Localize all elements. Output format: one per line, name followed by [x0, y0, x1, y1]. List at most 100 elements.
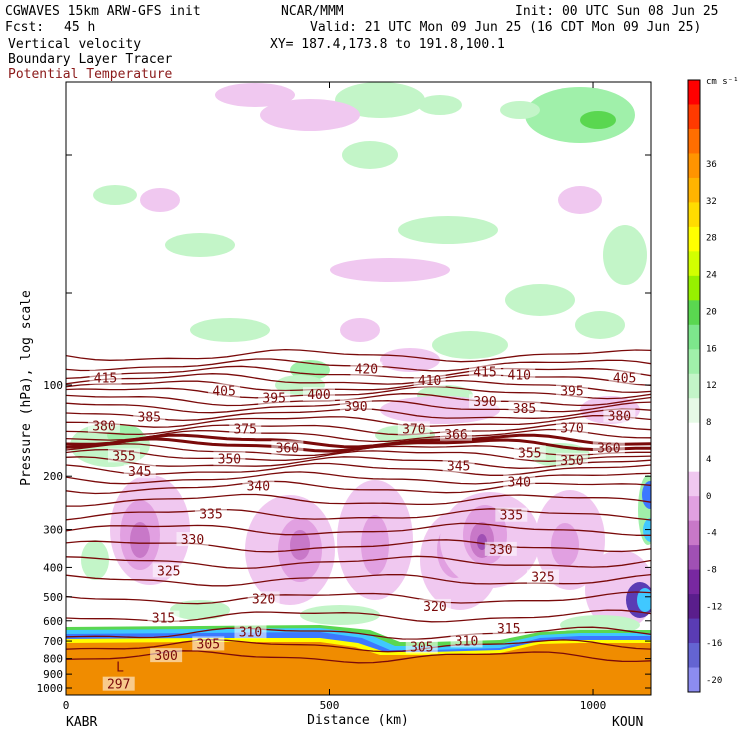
- colorbar-segment: [688, 398, 700, 424]
- isentrope-label-bg: [176, 532, 209, 547]
- colorbar-frame: [687, 79, 701, 693]
- isentrope-label: 350: [218, 452, 241, 467]
- colorbar-tick-label: 4: [706, 455, 711, 465]
- y-tick-label: 800: [43, 653, 63, 666]
- isentrope-line: [66, 493, 651, 507]
- field-boundary-layer-tracer: Boundary Layer Tracer: [8, 52, 173, 67]
- isentrope-label-bg: [123, 464, 156, 479]
- updraft-blob: [300, 605, 380, 625]
- colorbar-segment: [688, 594, 700, 620]
- isentrope-label-bg: [208, 383, 241, 398]
- isentrope-label: 366: [444, 428, 467, 443]
- updraft-blob: [580, 111, 616, 129]
- colorbar-tick-label: 20: [706, 307, 717, 317]
- updraft-blob: [525, 87, 635, 143]
- isentrope-label-bg: [495, 507, 528, 522]
- colorbar-segment: [688, 300, 700, 326]
- isentrope-label: 300: [154, 649, 177, 664]
- colorbar-segment: [688, 520, 700, 546]
- colorbar-tick-label: 36: [706, 160, 717, 170]
- colorbar-segment: [688, 202, 700, 228]
- left-station-label: KABR: [66, 715, 97, 730]
- isentrope-label: 410: [508, 368, 531, 383]
- isentrope-label: 335: [199, 508, 222, 523]
- isentrope-label: 400: [307, 388, 330, 403]
- isentrope-label: 355: [518, 446, 541, 461]
- isentrope-label-bg: [468, 394, 501, 409]
- isentrope-label-bg: [350, 361, 383, 376]
- isentrope-label-bg: [302, 387, 335, 402]
- isentrope-label: 310: [455, 634, 478, 649]
- isentrope-label-bg: [555, 383, 588, 398]
- isentrope-label-bg: [242, 478, 275, 493]
- colorbar-segment: [688, 226, 700, 252]
- colorbar-tick-label: 24: [706, 271, 717, 281]
- colorbar-segment: [688, 545, 700, 571]
- isentrope-label-bg: [413, 372, 446, 387]
- isentrope-label: 405: [613, 371, 636, 386]
- isentrope-label: 375: [233, 422, 256, 437]
- colorbar-segment: [688, 275, 700, 301]
- isentrope-labels: 415 405 420 410 415 410 405 395 400 390 390 395 385 3…: [87, 361, 641, 693]
- y-tick-label: 200: [43, 470, 63, 483]
- isentrope-line: [66, 379, 651, 393]
- isentrope-line: [66, 462, 651, 476]
- colorbar-segment: [688, 643, 700, 669]
- downdraft-blob: [380, 348, 440, 372]
- isentrope-label-bg: [492, 620, 525, 635]
- colorbar-segment: [688, 251, 700, 277]
- isentrope-label: 350: [560, 454, 583, 469]
- isentrope-label-bg: [271, 440, 304, 455]
- isentrope-line: [66, 626, 651, 640]
- plot-frame: [65, 81, 652, 696]
- isentrope-label-bg: [503, 367, 536, 382]
- y-tick-label: 900: [43, 668, 63, 681]
- downdraft-blob: [551, 523, 579, 567]
- isentrope-label: 315: [497, 622, 520, 637]
- colorbar-segment: [688, 496, 700, 522]
- updraft-blob: [603, 225, 647, 285]
- terrain-base: [66, 684, 651, 695]
- isentrope-label: 320: [252, 592, 275, 607]
- isentrope-label-bg: [89, 370, 122, 385]
- colorbar-tick-label: -4: [706, 529, 717, 539]
- isentrope-line: [66, 456, 651, 469]
- isentrope-label-bg: [405, 639, 438, 654]
- downdraft-blob: [290, 530, 310, 560]
- isentrope-label-bg: [450, 633, 483, 648]
- updraft-blob: [81, 540, 109, 580]
- isentrope-label-bg: [508, 400, 541, 415]
- colorbar-segment: [688, 667, 700, 693]
- isentrope-label-bg: [603, 408, 636, 423]
- x-tick-label: 1000: [580, 699, 607, 712]
- low-marker: L: [116, 660, 124, 675]
- isentrope-line: [66, 539, 651, 553]
- downdraft-blob: [477, 534, 487, 550]
- updraft-blob: [418, 95, 462, 115]
- isentrope-label: 355: [112, 449, 135, 464]
- colorbar-tick-label: 32: [706, 197, 717, 207]
- isentrope-label-bg: [107, 448, 140, 463]
- updraft-blob: [505, 284, 575, 316]
- isentrope-line: [66, 385, 651, 400]
- isentrope-label: 410: [418, 374, 441, 389]
- isentrope-label: 297: [107, 678, 130, 693]
- isentrope-label: 380: [92, 419, 115, 434]
- isentrope-label: 360: [597, 441, 620, 456]
- isentrope-label: 335: [500, 509, 523, 524]
- x-axis: 0 500 1000: [63, 82, 607, 712]
- isentrope-line: [66, 480, 651, 495]
- isentrope-line: [66, 443, 651, 457]
- updraft-blob: [575, 311, 625, 339]
- isentrope-label: 305: [197, 637, 220, 652]
- updraft-blob: [342, 141, 398, 169]
- colorbar-unit: cm s⁻¹: [706, 77, 739, 87]
- isentrope-label: 320: [423, 600, 446, 615]
- init-time: Init: 00 UTC Sun 08 Jun 25: [515, 4, 719, 19]
- colorbar-tick-label: -20: [706, 676, 722, 686]
- isentrope-label-bg: [213, 451, 246, 466]
- updraft-blob: [432, 331, 508, 359]
- isentrope-label-bg: [102, 676, 135, 691]
- updraft-blob: [165, 233, 235, 257]
